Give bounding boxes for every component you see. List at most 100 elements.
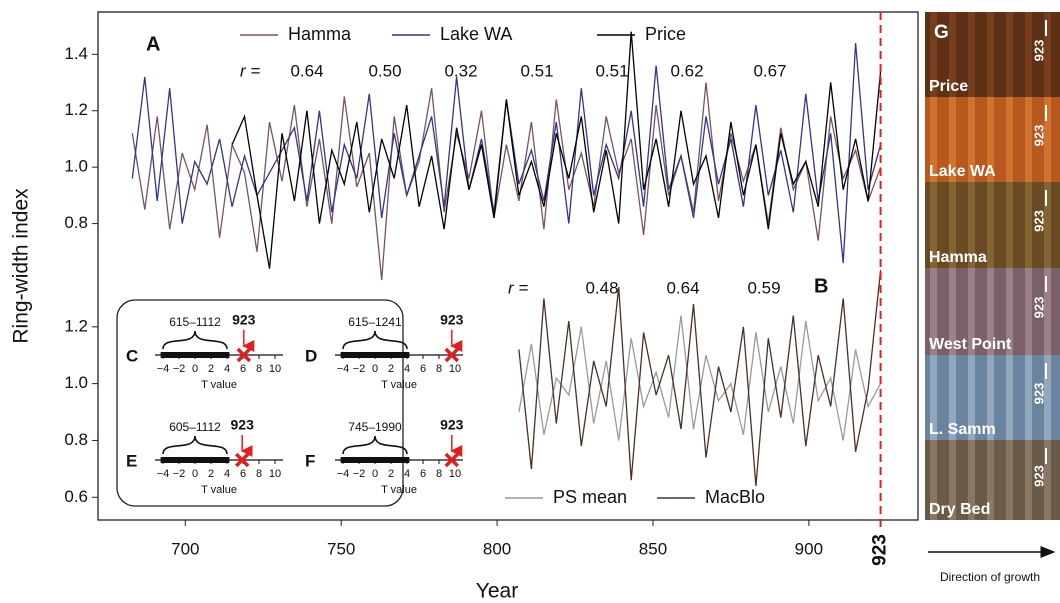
brace — [162, 435, 228, 455]
inset-axis-label: T value — [381, 379, 417, 391]
inset-tick-label: −4 — [157, 468, 170, 480]
growth-ring — [1006, 97, 1013, 182]
growth-ring — [1025, 182, 1032, 268]
inset-tick-label: −4 — [157, 363, 170, 375]
r-value: 0.64 — [666, 278, 699, 297]
growth-ring — [1006, 440, 1013, 520]
event-label: 923 — [440, 312, 464, 328]
panel-letter: C — [126, 346, 138, 365]
growth-ring — [930, 12, 937, 97]
growth-ring — [968, 355, 975, 440]
event-label: 923 — [231, 417, 255, 433]
r-value: 0.48 — [585, 278, 618, 297]
panel-letter: B — [814, 275, 828, 297]
growth-ring — [1006, 12, 1013, 97]
growth-ring — [968, 182, 975, 268]
growth-ring — [949, 268, 956, 355]
range-label: 615–1112 — [169, 315, 221, 329]
inset-tick-label: 6 — [240, 468, 246, 480]
growth-ring — [1006, 268, 1013, 355]
event-label: 923 — [870, 534, 891, 566]
photo-year: 923 — [1031, 210, 1046, 232]
growth-ring — [968, 440, 975, 520]
growth-ring — [968, 12, 975, 97]
growth-ring — [1044, 97, 1051, 182]
growth-ring — [968, 268, 975, 355]
inset-tick-label: −2 — [173, 468, 186, 480]
growth-ring — [1025, 97, 1032, 182]
y-tick-label: 0.6 — [64, 487, 88, 506]
inset-tick-label: 0 — [372, 363, 378, 375]
growth-ring — [930, 355, 937, 440]
growth-ring — [930, 97, 937, 182]
growth-ring — [1044, 182, 1051, 268]
r-label: r = — [508, 278, 528, 297]
legend-label: PS mean — [553, 487, 627, 507]
inset-tick-label: 10 — [449, 363, 461, 375]
growth-ring — [949, 355, 956, 440]
event-marker — [236, 347, 252, 363]
inset-tick-label: 4 — [224, 468, 230, 480]
growth-ring — [987, 440, 994, 520]
growth-ring — [1044, 355, 1051, 440]
brace — [342, 435, 408, 455]
inset-tick-label: 2 — [208, 468, 214, 480]
inset-tick-label: −2 — [173, 363, 186, 375]
series-line — [231, 31, 882, 269]
photo-year: 923 — [1031, 297, 1046, 319]
growth-ring — [930, 440, 937, 520]
series-line — [518, 269, 882, 486]
inset-tick-label: 4 — [404, 468, 410, 480]
inset-tick-label: 8 — [436, 363, 442, 375]
inset-tick-label: 10 — [449, 468, 461, 480]
photo-year: 923 — [1031, 40, 1046, 62]
photo-label: Price — [929, 78, 968, 95]
x-tick-label: 900 — [795, 539, 823, 558]
inset-tick-label: 4 — [404, 363, 410, 375]
inset-tick-label: −4 — [337, 468, 350, 480]
growth-ring — [987, 97, 994, 182]
series-line — [131, 82, 882, 281]
series-line — [518, 315, 882, 441]
r-value: 0.51 — [520, 61, 553, 80]
inset-tick-label: 4 — [224, 363, 230, 375]
inset-tick-label: 0 — [192, 468, 198, 480]
plot-frame — [97, 11, 919, 521]
y-tick-label: 1.0 — [64, 157, 88, 176]
growth-ring — [1025, 440, 1032, 520]
inset-tick-label: 10 — [269, 468, 281, 480]
inset-tick-label: −2 — [353, 468, 366, 480]
caption: Direction of growth — [940, 570, 1040, 584]
x-tick-label: 800 — [483, 539, 511, 558]
growth-ring — [930, 268, 937, 355]
growth-ring — [1044, 440, 1051, 520]
r-value: 0.59 — [747, 278, 780, 297]
growth-ring — [949, 182, 956, 268]
growth-ring — [987, 355, 994, 440]
inset-tick-label: 8 — [256, 468, 262, 480]
y-tick-label: 1.0 — [64, 373, 88, 392]
y-tick-label: 0.8 — [64, 430, 88, 449]
photo-label: L. Samm — [929, 421, 996, 438]
inset-tick-label: −4 — [337, 363, 350, 375]
brace — [342, 330, 408, 350]
event-marker — [234, 452, 250, 468]
inset-axis-label: T value — [201, 379, 237, 391]
inset-tick-label: 8 — [436, 468, 442, 480]
event-marker — [444, 347, 460, 363]
y-axis-label: Ring-width index — [10, 188, 33, 344]
brace — [162, 330, 228, 350]
r-value: 0.51 — [595, 61, 628, 80]
r-value: 0.64 — [290, 61, 323, 80]
x-tick-label: 750 — [327, 539, 355, 558]
photo-label: West Point — [929, 336, 1012, 353]
inset-tick-label: 6 — [420, 468, 426, 480]
panel-letter: A — [146, 33, 160, 55]
growth-ring — [987, 12, 994, 97]
r-value: 0.62 — [670, 61, 703, 80]
r-label: r = — [240, 61, 260, 80]
inset-axis-label: T value — [201, 484, 237, 496]
growth-ring — [949, 440, 956, 520]
